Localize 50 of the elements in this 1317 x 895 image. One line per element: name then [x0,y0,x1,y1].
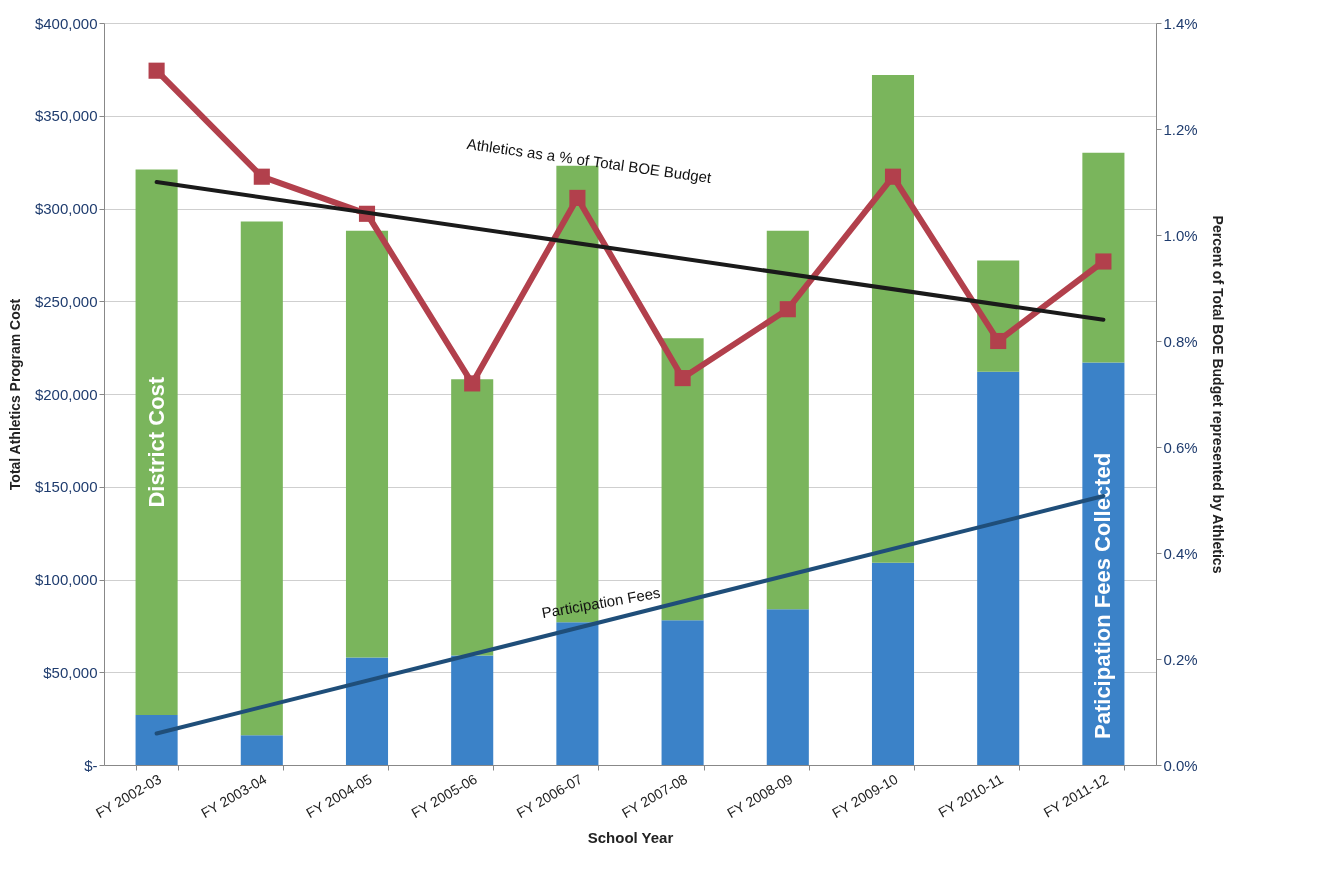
annotation: Participation Fees [540,583,662,622]
y-tick-label: $- [84,756,98,774]
point [779,301,796,318]
bar [977,371,1020,765]
series-label: Paticipation Fees Collected [1090,452,1116,739]
bar [871,562,915,765]
y2-tick-label: 0.2% [1163,650,1198,668]
point [569,189,586,206]
y2-tick-label: 1.4% [1163,14,1198,32]
point [464,375,481,392]
annotation: Athletics as a % of Total BOE Budget [465,134,714,187]
y2-tick-label: 0.0% [1163,756,1198,774]
y2-tick-label: 0.8% [1163,332,1198,350]
point [253,168,270,185]
bar [451,655,494,765]
y-tick-label: $250,000 [34,292,98,310]
bar [871,74,915,563]
bar [240,221,283,736]
bar [240,735,283,765]
y-axis-title: Total Athletics Program Cost [6,298,23,491]
bar [661,620,704,765]
bar [556,622,599,765]
y-tick-label: $50,000 [43,663,98,681]
bar [1082,152,1125,363]
point [884,168,902,185]
point [1095,253,1112,270]
bar [135,169,178,715]
y-tick-label: $300,000 [34,200,98,217]
y2-tick-label: 0.6% [1163,438,1198,456]
y2-axis-title: Percent of Total BOE Budget represented by Athletics [1209,215,1226,574]
y2-tick-label: 0.4% [1163,544,1198,562]
x-axis-title: School Year [587,829,674,847]
y-tick-label: $100,000 [34,571,98,588]
bar [451,379,494,656]
series-label: District Cost [143,376,169,508]
point [990,332,1007,350]
point [674,370,691,387]
y-tick-label: $200,000 [34,385,98,403]
bar [135,714,178,765]
y-tick-label: $350,000 [34,107,98,125]
y-tick-label: $150,000 [34,478,98,496]
y2-tick-label: 1.0% [1163,226,1198,244]
point [148,62,165,79]
bar [345,657,389,765]
y-tick-label: $400,000 [34,14,98,32]
bar [661,338,704,621]
bar [766,609,809,765]
y2-tick-label: 1.2% [1163,120,1198,138]
bar [345,230,389,658]
bar [766,230,809,610]
